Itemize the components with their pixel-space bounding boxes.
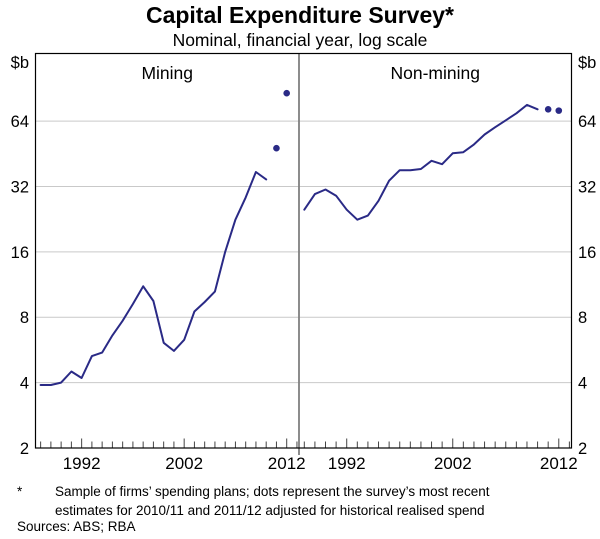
y-axis-unit-left: $b <box>11 54 29 72</box>
y-tick-label-right: 16 <box>578 244 596 262</box>
estimate-dot <box>555 107 563 114</box>
series-line <box>303 103 539 221</box>
estimate-dot <box>273 144 280 152</box>
y-tick-label-right: 64 <box>578 113 596 131</box>
plot-frame <box>34 52 573 449</box>
x-tick-label: 2012 <box>540 454 578 473</box>
y-tick-label-left: 4 <box>20 375 29 393</box>
y-tick-label-left: 2 <box>20 440 29 458</box>
y-tick-label-left: 32 <box>11 178 29 196</box>
x-tick-label: 1992 <box>63 454 101 473</box>
y-axis-unit-right: $b <box>578 54 596 72</box>
x-tick-label: 2002 <box>434 454 472 473</box>
estimate-dot <box>544 106 552 113</box>
chart-subtitle: Nominal, financial year, log scale <box>172 30 428 50</box>
y-tick-label-right: 8 <box>578 309 587 327</box>
sources-line: Sources: ABS; RBA <box>17 519 136 534</box>
footnote-line: Sample of firms’ spending plans; dots re… <box>55 484 490 499</box>
y-tick-label-left: 8 <box>20 309 29 327</box>
x-tick-label: 2012 <box>268 454 306 473</box>
footnote: * Sample of firms’ spending plans; dots … <box>17 483 587 520</box>
footnote-marker: * <box>17 484 23 499</box>
x-tick-label: 1992 <box>328 454 366 473</box>
footnote-line: estimates for 2010/11 and 2011/12 adjust… <box>55 502 485 518</box>
y-tick-label-left: 64 <box>11 113 29 131</box>
x-tick-label: 2002 <box>165 454 203 473</box>
estimate-dot <box>283 89 290 97</box>
chart-title: Capital Expenditure Survey* <box>145 2 455 28</box>
y-tick-label-right: 4 <box>578 375 587 393</box>
series-line <box>39 171 268 386</box>
panel-label: Non-mining <box>391 63 480 83</box>
panel-label: Mining <box>141 63 193 83</box>
y-tick-label-right: 2 <box>578 440 587 458</box>
y-tick-label-left: 16 <box>11 244 29 262</box>
y-tick-label-right: 32 <box>578 178 596 196</box>
footnote-text: Sample of firms’ spending plans; dots re… <box>55 483 489 520</box>
